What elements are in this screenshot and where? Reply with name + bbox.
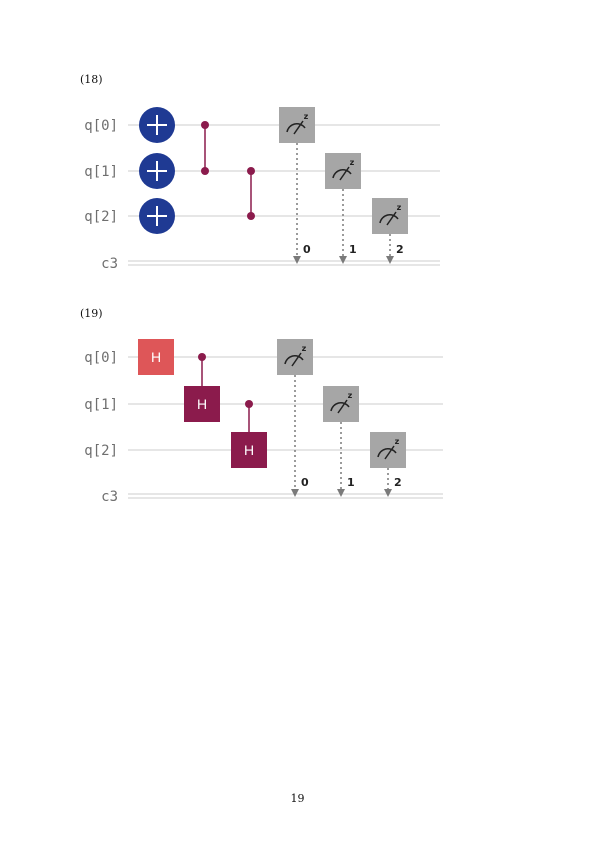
- control-dot: [247, 167, 255, 175]
- gate-measure: z2: [372, 198, 408, 264]
- equation-label-19: (19): [80, 307, 103, 320]
- classical-bit-label: 1: [349, 243, 357, 256]
- measure-basis-label: z: [350, 158, 355, 167]
- meter-arc: [284, 355, 304, 365]
- h-gate: [138, 339, 174, 375]
- h-gate-label: H: [151, 349, 161, 365]
- gate-h: H: [138, 339, 174, 375]
- control-dot: [247, 212, 255, 220]
- classical-bit-label: 2: [394, 476, 402, 489]
- classical-register-label: c3: [101, 256, 118, 272]
- classical-register-label: c3: [101, 489, 118, 505]
- meter-arc: [379, 214, 399, 224]
- meter-needle: [291, 352, 302, 367]
- measure-gate: [277, 339, 313, 375]
- measure-arrow-head: [291, 489, 299, 497]
- gate-x: [139, 107, 175, 143]
- classical-bit-label: 0: [301, 476, 309, 489]
- meter-icon: [330, 399, 350, 414]
- controlled-h-gate: [184, 386, 220, 422]
- meter-needle: [386, 211, 397, 226]
- measure-basis-label: z: [302, 344, 307, 353]
- control-dot: [201, 121, 209, 129]
- meter-needle: [293, 120, 304, 135]
- meter-icon: [379, 211, 399, 226]
- measure-arrow-head: [339, 256, 347, 264]
- gate-x: [139, 198, 175, 234]
- h-gate-label: H: [197, 396, 207, 412]
- control-dot: [201, 167, 209, 175]
- gate-measure: z0: [279, 107, 315, 264]
- meter-arc: [330, 402, 350, 412]
- page-number: 19: [290, 792, 305, 805]
- measure-gate: [325, 153, 361, 189]
- controlled-h-gate: [231, 432, 267, 468]
- meter-arc: [332, 169, 352, 179]
- measure-gate: [279, 107, 315, 143]
- gate-measure: z1: [325, 153, 361, 264]
- measure-basis-label: z: [395, 437, 400, 446]
- meter-needle: [384, 445, 395, 460]
- classical-bit-label: 1: [347, 476, 355, 489]
- qubit-label: q[0]: [84, 118, 118, 134]
- gate-measure: z0: [277, 339, 313, 497]
- equation-label-18: (18): [80, 73, 103, 86]
- meter-arc: [377, 448, 397, 458]
- measure-arrow-head: [337, 489, 345, 497]
- gate-ch: H: [184, 353, 220, 422]
- qubit-label: q[0]: [84, 350, 118, 366]
- gate-measure: z1: [323, 386, 359, 497]
- control-dot: [245, 400, 253, 408]
- qubit-label: q[2]: [84, 209, 118, 225]
- meter-icon: [284, 352, 304, 367]
- gate-x: [139, 153, 175, 189]
- gate-measure: z2: [370, 432, 406, 497]
- h-gate-label: H: [244, 442, 254, 458]
- meter-needle: [337, 399, 348, 414]
- qubit-label: q[1]: [84, 164, 118, 180]
- meter-icon: [332, 166, 352, 181]
- meter-arc: [286, 123, 306, 133]
- measure-arrow-head: [386, 256, 394, 264]
- control-dot: [198, 353, 206, 361]
- classical-bit-label: 2: [396, 243, 404, 256]
- measure-gate: [370, 432, 406, 468]
- measure-gate: [372, 198, 408, 234]
- classical-bit-label: 0: [303, 243, 311, 256]
- qubit-label: q[1]: [84, 397, 118, 413]
- measure-basis-label: z: [304, 112, 309, 121]
- meter-needle: [339, 166, 350, 181]
- measure-arrow-head: [384, 489, 392, 497]
- measure-gate: [323, 386, 359, 422]
- measure-arrow-head: [293, 256, 301, 264]
- measure-basis-label: z: [397, 203, 402, 212]
- gate-ch: H: [231, 400, 267, 468]
- gate-cz: [247, 167, 255, 220]
- measure-basis-label: z: [348, 391, 353, 400]
- meter-icon: [377, 445, 397, 460]
- meter-icon: [286, 120, 306, 135]
- gate-cz: [201, 121, 209, 175]
- qubit-label: q[2]: [84, 443, 118, 459]
